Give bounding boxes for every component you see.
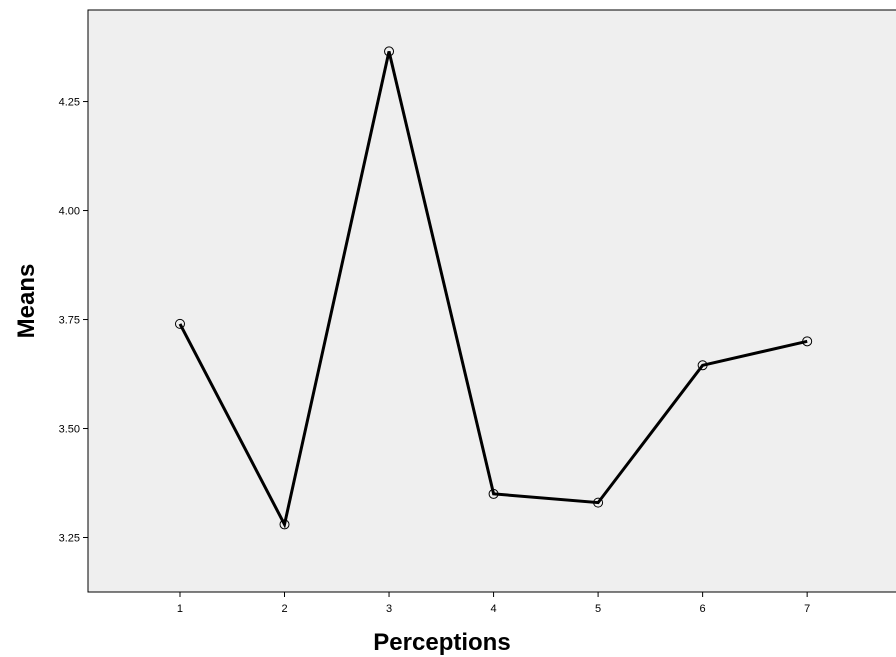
x-tick-label: 6 xyxy=(700,603,706,615)
data-point xyxy=(279,519,290,530)
y-tick-label: 4.25 xyxy=(59,97,80,109)
x-tick-label: 4 xyxy=(491,603,497,615)
data-point xyxy=(802,336,813,347)
y-axis-title: Means xyxy=(13,264,40,339)
y-tick-label: 3.50 xyxy=(59,424,80,436)
data-point xyxy=(174,318,185,329)
data-point xyxy=(593,497,604,508)
x-tick-label: 2 xyxy=(281,603,287,615)
plot-area xyxy=(87,9,896,593)
x-tick-label: 7 xyxy=(804,603,810,615)
data-point xyxy=(488,488,499,499)
x-axis-ticks: 1 2 3 4 5 6 7 xyxy=(177,592,810,615)
y-axis-ticks: 3.25 3.50 3.75 4.00 4.25 xyxy=(59,97,88,545)
x-axis-title: Perceptions xyxy=(373,629,510,656)
x-tick-label: 1 xyxy=(177,603,183,615)
y-tick-label: 3.75 xyxy=(59,315,80,327)
series-line xyxy=(178,51,808,529)
x-tick-label: 3 xyxy=(386,603,392,615)
y-tick-label: 3.25 xyxy=(59,533,80,545)
y-tick-label: 4.00 xyxy=(59,206,80,218)
x-tick-label: 5 xyxy=(595,603,601,615)
data-point xyxy=(697,360,708,371)
data-point xyxy=(384,46,395,57)
data-markers xyxy=(174,46,813,530)
